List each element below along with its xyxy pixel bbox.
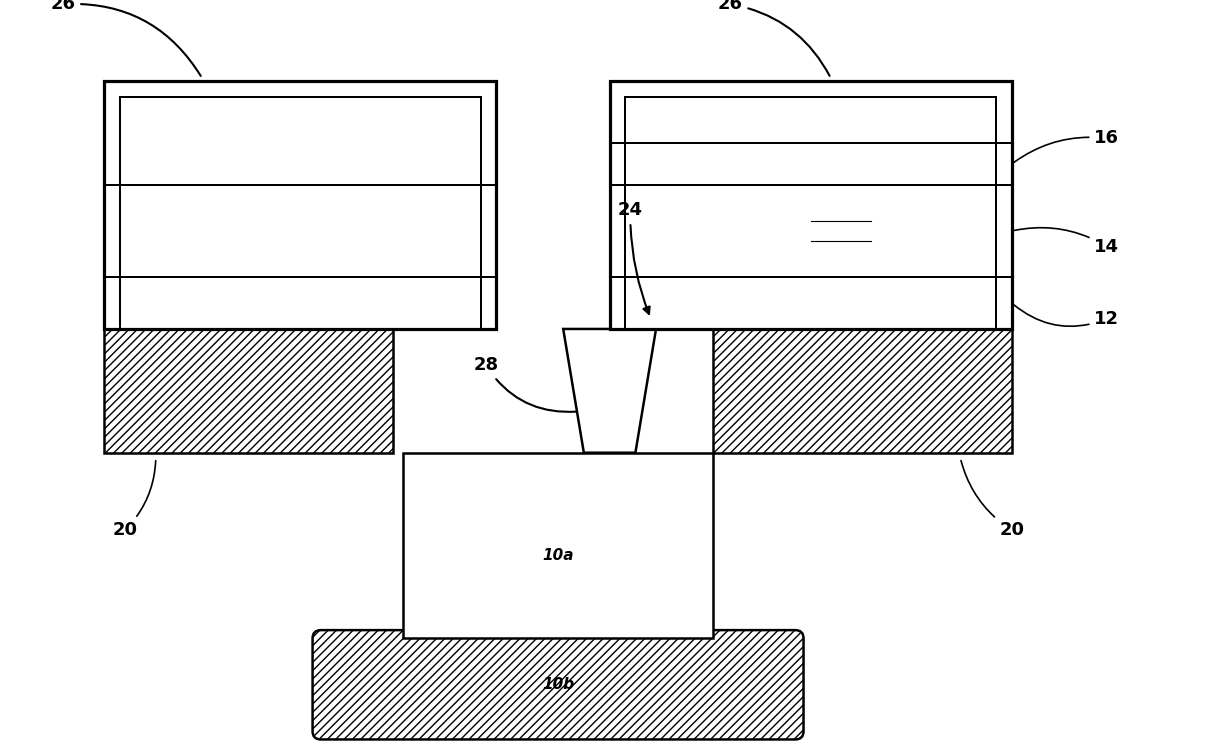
Bar	[104, 82, 496, 184]
Bar	[610, 82, 1011, 329]
Text: 26: 26	[718, 0, 829, 76]
Polygon shape	[564, 329, 657, 453]
Bar	[104, 329, 393, 453]
Bar	[403, 453, 713, 638]
Bar	[610, 144, 1011, 184]
Bar	[104, 82, 496, 329]
Bar	[625, 97, 997, 329]
Text: 10a: 10a	[542, 548, 573, 563]
Bar	[713, 329, 1011, 453]
Bar	[610, 82, 1011, 144]
Bar	[104, 277, 496, 329]
Text: 16: 16	[1014, 129, 1119, 163]
Text: 26: 26	[51, 0, 200, 76]
Text: 12: 12	[1014, 305, 1119, 328]
Text: 28: 28	[473, 356, 576, 412]
Text: 20: 20	[961, 460, 1025, 539]
Bar	[610, 184, 1011, 277]
Bar	[104, 184, 496, 277]
Bar	[119, 97, 480, 329]
Text: 14: 14	[1015, 228, 1119, 256]
Text: 24: 24	[618, 202, 649, 314]
Text: 20: 20	[112, 460, 156, 539]
Text: 10b: 10b	[542, 677, 575, 692]
FancyBboxPatch shape	[313, 630, 804, 739]
Bar	[610, 277, 1011, 329]
